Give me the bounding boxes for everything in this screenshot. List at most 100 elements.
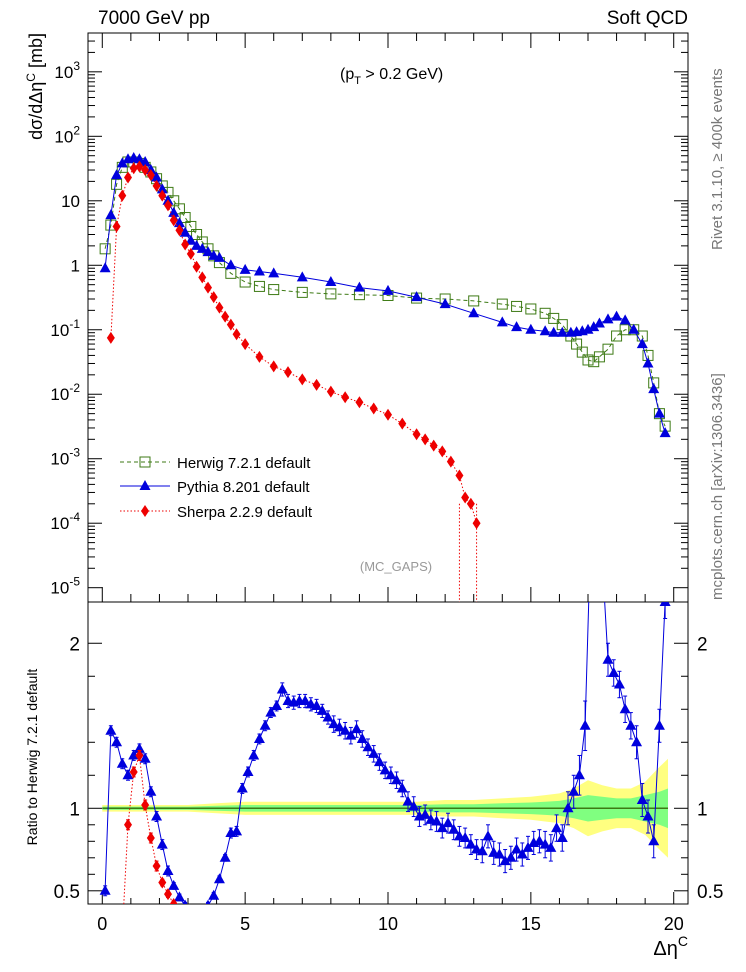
ratio-pythia-point	[642, 810, 654, 821]
sherpa-point	[141, 164, 150, 177]
herwig-point	[111, 178, 123, 190]
ratio-ytick-label: 1	[69, 799, 80, 820]
ratio-pythia-point	[448, 823, 460, 834]
sherpa-point	[421, 433, 430, 446]
ratio-xtick-label: 20	[664, 914, 684, 934]
ratio-pythia-point	[482, 830, 494, 841]
herwig-point	[496, 298, 508, 310]
sherpa-point	[398, 417, 407, 430]
ratio-pythia-point	[122, 769, 134, 780]
ratio-pythia-point	[568, 785, 580, 796]
pt-cut-label: (pT > 0.2 GeV)	[340, 66, 443, 87]
pythia-point	[468, 307, 480, 318]
header-energy-label: 7000 GeV pp	[98, 8, 210, 29]
ratio-pythia-point	[385, 769, 397, 780]
ratio-pythia-point	[465, 838, 477, 849]
main-ytick-label: 103	[54, 59, 80, 82]
ratio-pythia-point	[631, 736, 643, 747]
ratio-pythia-point	[236, 782, 248, 793]
ratio-pythia-point	[311, 699, 323, 710]
main-ytick-exp: 3	[73, 59, 80, 73]
herwig-point	[611, 330, 623, 342]
pythia-point	[539, 325, 551, 336]
ratio-sherpa-point	[141, 798, 150, 811]
ratio-pythia-point	[185, 906, 196, 916]
sherpa-point	[164, 199, 172, 212]
sherpa-point	[472, 517, 481, 530]
ratio-pythia-point	[139, 752, 151, 763]
sherpa-point	[169, 214, 178, 227]
sherpa-point	[466, 497, 475, 510]
ratio-pythia-point	[105, 724, 117, 735]
ratio-pythia-point	[156, 838, 168, 849]
sherpa-point	[175, 224, 184, 237]
ratio-series-line-1	[123, 755, 175, 904]
ratio-sherpa-point	[135, 749, 144, 762]
main-ytick-exp: -5	[69, 575, 80, 589]
herwig-point	[268, 284, 280, 296]
ratio-axes: 0.5 0.5 1 1 2 2	[54, 634, 724, 903]
ratio-pythia-point	[173, 891, 185, 902]
sherpa-point	[215, 301, 224, 314]
ratio-sherpa-point	[158, 876, 167, 889]
ratio-pythia-point	[339, 724, 351, 735]
ratio-ytick-label: 0.5	[54, 882, 80, 903]
pythia-point	[151, 171, 163, 182]
sherpa-point	[284, 366, 292, 379]
main-ytick-base: 10	[50, 514, 69, 533]
ratio-sherpa-point	[152, 860, 161, 873]
ratio-pythia-point	[391, 774, 403, 785]
pythia-point	[213, 251, 225, 262]
series-line-1	[104, 157, 666, 434]
herwig-point	[296, 286, 308, 298]
ratio-sherpa-point	[118, 926, 126, 938]
legend: Herwig 7.2.1 default Pythia 8.201 defaul…	[120, 455, 313, 521]
ratio-pythia-point	[333, 721, 345, 732]
ratio-pythia-point	[591, 538, 602, 548]
main-ytick-label: 102	[54, 123, 80, 146]
ratio-pythia-point	[619, 703, 631, 714]
sherpa-point	[412, 428, 421, 441]
pythia-point	[511, 321, 523, 332]
pythia-point	[411, 291, 423, 302]
ratio-pythia-point	[351, 723, 363, 734]
herwig-point	[619, 324, 631, 336]
ratio-pythia-point	[133, 742, 145, 753]
main-ytick-base: 10	[54, 127, 73, 146]
pt-cut-open: (p	[340, 66, 354, 83]
ratio-xtick-label: 10	[378, 914, 398, 934]
ratio-pythia-point	[648, 835, 660, 846]
ratio-sherpa-point	[181, 915, 189, 927]
sherpa-point	[135, 160, 144, 173]
ratio-pythia-point	[322, 711, 334, 722]
pythia-point	[382, 284, 394, 295]
pythia-point	[619, 314, 631, 325]
ratio-pythia-point	[316, 704, 328, 715]
ratio-pythia-point	[522, 841, 534, 852]
sherpa-point	[158, 189, 167, 202]
ratio-pythia-point	[99, 884, 111, 895]
main-ylabel-sup: C	[24, 73, 38, 82]
pythia-point	[642, 357, 654, 368]
ratio-pythia-point	[265, 706, 277, 717]
herwig-point	[468, 295, 480, 307]
main-ytick-label: 10-1	[50, 317, 80, 340]
pythia-point	[296, 271, 308, 282]
ratio-pythia-point	[396, 782, 408, 793]
series-line-0	[104, 161, 666, 427]
sherpa-point	[255, 350, 264, 363]
ratio-pythia-point	[459, 831, 471, 842]
ratio-pythia-point	[197, 906, 208, 916]
main-ytick-base: 10	[50, 321, 69, 340]
main-data	[99, 152, 671, 602]
pythia-point	[653, 407, 665, 418]
herwig-point	[548, 312, 560, 324]
sherpa-point	[298, 373, 307, 386]
sherpa-point	[461, 491, 470, 504]
pythia-point	[325, 276, 337, 287]
ratio-pythia-point	[145, 785, 157, 796]
ratio-ylabel: Ratio to Herwig 7.2.1 default	[24, 669, 40, 846]
ratio-pythia-point	[516, 848, 528, 859]
ratio-pythia-point	[182, 899, 188, 904]
ratio-ytick-label: 2	[69, 634, 80, 655]
